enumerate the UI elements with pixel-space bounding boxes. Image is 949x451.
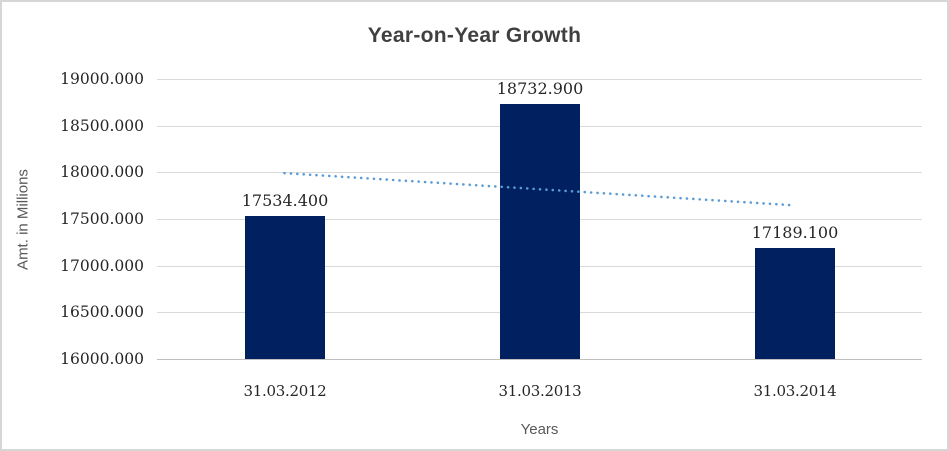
y-tick-label: 17500.000 (60, 210, 144, 228)
y-tick-label: 18500.000 (60, 117, 144, 135)
bar-31.03.2012 (245, 216, 325, 359)
y-tick-label: 19000.000 (60, 70, 144, 88)
y-tick-label: 18000.000 (60, 163, 144, 181)
x-axis-line (157, 359, 922, 360)
chart-title: Year-on-Year Growth (367, 24, 582, 47)
x-tick-label: 31.03.2014 (753, 382, 837, 400)
x-axis-title: Years (520, 421, 559, 438)
x-tick-label: 31.03.2013 (498, 382, 582, 400)
bar-31.03.2013 (500, 104, 580, 359)
y-axis-title: Amt. in Millions (14, 169, 32, 270)
x-tick-label: 31.03.2012 (243, 382, 327, 400)
bar-value-label: 18732.900 (496, 79, 584, 98)
gridline (157, 79, 922, 80)
y-tick-label: 16500.000 (60, 303, 144, 321)
trendline-layer (283, 171, 796, 207)
trendline (283, 171, 796, 207)
plot-area: 17534.400 18732.900 17189.100 (157, 79, 922, 360)
y-tick-label: 16000.000 (60, 350, 144, 368)
bar-31.03.2014 (755, 248, 835, 359)
y-tick-label: 17000.000 (60, 257, 144, 275)
bar-value-label: 17189.100 (751, 223, 839, 242)
bar-value-label: 17534.400 (241, 191, 329, 210)
